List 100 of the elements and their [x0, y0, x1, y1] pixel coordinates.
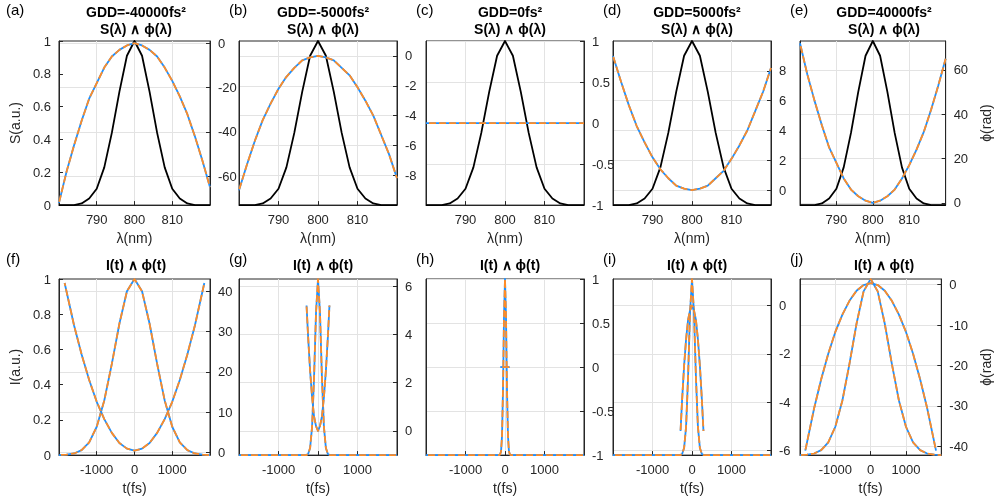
- y2-tick-label: -1: [592, 447, 604, 463]
- chart-title: I(t) ∧ ϕ(t): [105, 257, 167, 273]
- y2-tick-label: -4: [779, 394, 791, 410]
- y-tick-label: 0.8: [32, 66, 51, 82]
- chart-subtitle: S(λ) ∧ ϕ(λ): [100, 21, 172, 37]
- y2-tick-label: -40: [949, 438, 969, 454]
- x-tick-label: 0: [501, 462, 509, 478]
- x-axis-title: t(fs): [679, 480, 705, 496]
- text: (a): [6, 1, 25, 18]
- chart-title: GDD=-40000fs²: [86, 4, 187, 20]
- x-tick-label: 800: [307, 212, 329, 228]
- chart-title: I(t) ∧ ϕ(t): [479, 257, 541, 273]
- text: (b): [229, 1, 248, 18]
- y2-tick-label: 1: [592, 271, 600, 287]
- text: (h): [416, 250, 435, 267]
- y2-tick-label: -4: [405, 108, 417, 124]
- x-tick-label: 1000: [530, 462, 559, 478]
- x-tick-label: 810: [533, 212, 556, 228]
- x-tick-label: 790: [454, 212, 477, 228]
- y2-tick-label: 2: [779, 152, 787, 168]
- y2-tick-label: -2: [405, 78, 417, 94]
- x-tick-label: 800: [681, 212, 703, 228]
- chart-subtitle: S(λ) ∧ ϕ(λ): [848, 21, 920, 37]
- chart-title: I(t) ∧ ϕ(t): [292, 257, 354, 273]
- y2-tick-label: 20: [953, 151, 969, 167]
- chart-title: GDD=0fs²: [477, 4, 543, 20]
- x-axis-title: λ(nm): [854, 230, 891, 246]
- x-tick-label: 790: [641, 212, 664, 228]
- y2-tick-label: 0: [218, 35, 226, 51]
- x-tick-label: 790: [85, 212, 108, 228]
- y2-tick-label: 20: [218, 364, 233, 380]
- y2-tick-label: -6: [779, 442, 791, 458]
- y2-tick-label: -2: [779, 346, 791, 362]
- chart-title: GDD=5000fs²: [653, 4, 742, 20]
- x-tick-label: 810: [161, 212, 184, 228]
- text: (f): [6, 250, 21, 267]
- y2-tick-label: 40: [218, 283, 233, 299]
- y-tick-label: 0.4: [32, 377, 51, 393]
- y2-tick-label: 8: [779, 63, 787, 79]
- y2-axis-title: ϕ(rad): [978, 104, 994, 142]
- y2-tick-label: 0: [779, 182, 787, 198]
- y2-tick-label: 4: [405, 326, 413, 342]
- x-tick-label: 810: [898, 212, 921, 228]
- y2-tick-label: 1: [592, 33, 600, 49]
- chart-title: GDD=40000fs²: [836, 4, 932, 20]
- x-tick-label: 0: [314, 462, 322, 478]
- x-tick-label: 1000: [717, 462, 746, 478]
- x-tick-label: -1000: [80, 462, 114, 478]
- y2-tick-label: 2: [405, 375, 413, 391]
- y-tick-label: 0.2: [32, 412, 51, 428]
- y-tick-label: 0: [43, 447, 51, 463]
- y2-tick-label: 10: [218, 404, 233, 420]
- y2-tick-label: -8: [405, 167, 417, 183]
- x-tick-label: 1000: [157, 462, 187, 478]
- y2-tick-label: 0: [949, 277, 957, 293]
- y2-tick-label: 0: [592, 115, 600, 131]
- chart-subtitle: S(λ) ∧ ϕ(λ): [287, 21, 359, 37]
- y2-tick-label: 0: [953, 195, 961, 211]
- chart-subtitle: S(λ) ∧ ϕ(λ): [661, 21, 733, 37]
- chart-title: I(t) ∧ ϕ(t): [853, 257, 915, 273]
- x-tick-label: 0: [130, 462, 139, 478]
- text: (d): [603, 1, 622, 18]
- text: (c): [416, 1, 434, 18]
- y2-tick-label: 0: [218, 445, 226, 461]
- y-tick-label: 0: [43, 197, 51, 213]
- y2-axis-title: ϕ(rad): [978, 348, 994, 386]
- y2-tick-label: 0: [779, 298, 787, 314]
- text: (i): [603, 250, 617, 267]
- y2-tick-label: 30: [218, 324, 233, 340]
- y-axis-title: I(a.u.): [7, 348, 23, 386]
- y2-tick-label: -30: [949, 398, 969, 414]
- text: (g): [229, 250, 248, 267]
- x-tick-label: 800: [494, 212, 516, 228]
- y2-tick-label: 0: [405, 423, 413, 439]
- y2-tick-label: 40: [953, 106, 969, 122]
- x-axis-title: t(fs): [492, 480, 518, 496]
- y2-tick-label: 0.5: [592, 74, 611, 90]
- x-axis-title: λ(nm): [487, 230, 523, 246]
- x-tick-label: 790: [825, 212, 848, 228]
- y2-tick-label: 0.5: [592, 315, 611, 331]
- x-tick-label: -1000: [261, 462, 296, 478]
- x-axis-title: t(fs): [858, 480, 883, 496]
- y-axis-title: S(a.u.): [7, 102, 23, 145]
- x-axis-title: t(fs): [305, 480, 331, 496]
- chart-title: I(t) ∧ ϕ(t): [666, 257, 728, 273]
- x-tick-label: -1000: [448, 462, 483, 478]
- x-tick-label: -1000: [818, 462, 852, 478]
- y-tick-label: 1: [43, 33, 51, 49]
- y2-tick-label: 6: [405, 278, 413, 294]
- y2-tick-label: -10: [949, 317, 969, 333]
- y-tick-label: 0.6: [32, 341, 51, 357]
- y2-tick-label: -20: [218, 80, 237, 96]
- x-tick-label: 790: [267, 212, 290, 228]
- y2-tick-label: -6: [405, 137, 417, 153]
- chart-subtitle: S(λ) ∧ ϕ(λ): [474, 21, 546, 37]
- y-tick-label: 0.2: [32, 164, 51, 180]
- x-tick-label: 0: [688, 462, 696, 478]
- x-tick-label: 810: [720, 212, 743, 228]
- x-axis-title: λ(nm): [300, 230, 336, 246]
- x-tick-label: 800: [861, 212, 884, 228]
